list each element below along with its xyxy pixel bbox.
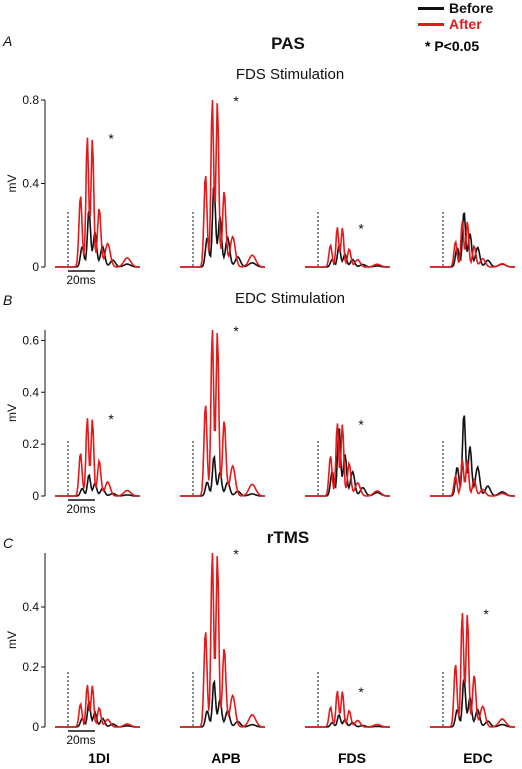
significance-asterisk: * bbox=[233, 546, 239, 562]
after-trace-fds bbox=[305, 690, 390, 728]
significance-asterisk: * bbox=[358, 220, 364, 236]
y-tick-label: 0.8 bbox=[22, 93, 39, 107]
panel-a-subtitle: FDS Stimulation bbox=[235, 66, 345, 83]
panel-letter-b: B bbox=[3, 292, 13, 308]
y-tick-label: 0 bbox=[32, 489, 39, 503]
legend-before-label: Before bbox=[449, 0, 494, 16]
y-tick-label: 0.4 bbox=[22, 600, 39, 614]
after-trace-apb bbox=[180, 99, 265, 268]
significance-asterisk: * bbox=[233, 323, 239, 339]
y-tick-label: 0.6 bbox=[22, 333, 39, 347]
legend-after-label: After bbox=[449, 16, 482, 32]
after-trace-1di bbox=[55, 684, 140, 728]
y-tick-label: 0.4 bbox=[22, 385, 39, 399]
scale-bar-label-row-1: 20ms bbox=[66, 502, 95, 516]
panel-a-header: PAS bbox=[271, 34, 305, 53]
after-trace-1di bbox=[55, 418, 140, 497]
column-label-fds: FDS bbox=[338, 750, 366, 766]
panel-c-header: rTMS bbox=[266, 528, 310, 547]
panel-letter-c: C bbox=[3, 535, 14, 551]
after-trace-apb bbox=[180, 329, 265, 497]
y-tick-label: 0 bbox=[32, 260, 39, 274]
significance-asterisk: * bbox=[358, 684, 364, 700]
after-trace-edc bbox=[430, 612, 515, 728]
after-trace-edc bbox=[430, 220, 515, 268]
significance-asterisk: * bbox=[108, 131, 114, 147]
after-trace-1di bbox=[55, 137, 140, 268]
scale-bar-label-row-2: 20ms bbox=[66, 733, 95, 747]
y-tick-label: 0.4 bbox=[22, 177, 39, 191]
after-trace-edc bbox=[430, 459, 515, 497]
legend-significance-label: * P<0.05 bbox=[425, 38, 480, 54]
y-axis-label-row-0: mV bbox=[5, 175, 19, 193]
after-trace-apb bbox=[180, 552, 265, 728]
legend-after: After bbox=[418, 16, 482, 32]
significance-asterisk: * bbox=[358, 416, 364, 432]
panel-letter-a: A bbox=[3, 33, 13, 49]
y-axis-label-row-2: mV bbox=[5, 631, 19, 649]
column-label-apb: APB bbox=[211, 750, 241, 766]
column-label-1di: 1DI bbox=[88, 750, 110, 766]
significance-asterisk: * bbox=[233, 93, 239, 109]
legend-significance: * P<0.05 bbox=[425, 38, 479, 54]
after-trace-fds bbox=[305, 423, 390, 497]
significance-asterisk: * bbox=[108, 411, 114, 427]
y-tick-label: 0.2 bbox=[22, 660, 39, 674]
legend-after-swatch bbox=[418, 22, 444, 26]
after-trace-fds bbox=[305, 227, 390, 268]
legend-before-swatch bbox=[418, 6, 444, 10]
column-label-edc: EDC bbox=[463, 750, 493, 766]
scale-bar-label-row-0: 20ms bbox=[66, 273, 95, 287]
significance-asterisk: * bbox=[483, 606, 489, 622]
y-axis-label-row-1: mV bbox=[5, 404, 19, 422]
panel-b-subtitle: EDC Stimulation bbox=[234, 290, 346, 307]
y-tick-label: 0.2 bbox=[22, 437, 39, 451]
y-tick-label: 0 bbox=[32, 720, 39, 734]
legend-before: Before bbox=[418, 0, 493, 16]
